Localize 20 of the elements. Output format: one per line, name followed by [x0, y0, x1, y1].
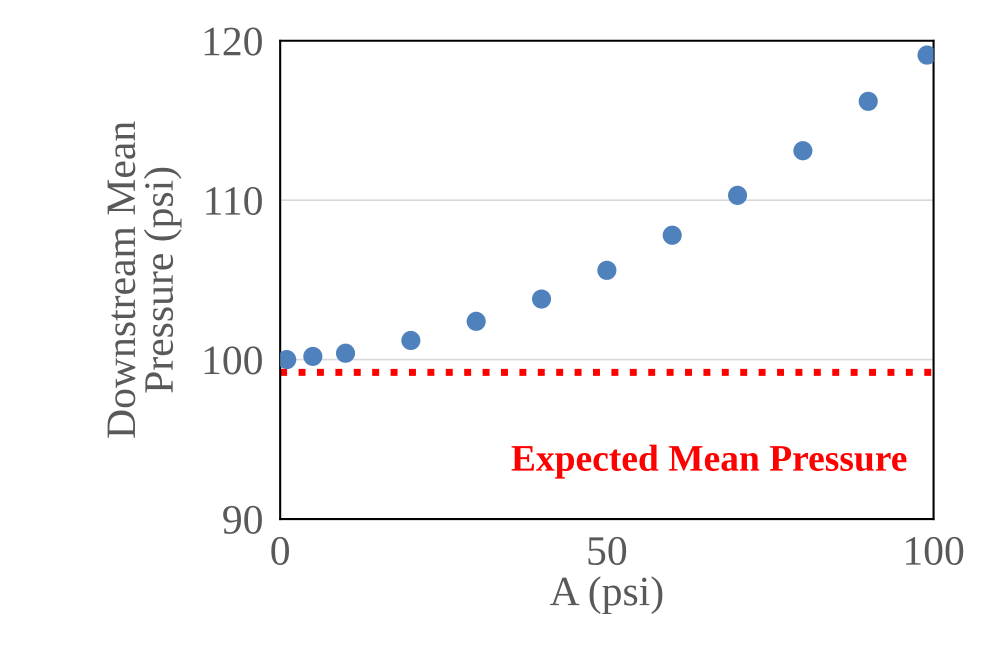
- ref-line-label: Expected Mean Pressure: [512, 444, 906, 479]
- y-tick-label: 120: [204, 27, 262, 56]
- point: [532, 289, 552, 309]
- y-axis-title: Downstream Mean Pressure (psi): [108, 121, 182, 438]
- y-tick-label: 100: [204, 346, 262, 374]
- x-tick-label: 0: [271, 536, 289, 566]
- y-tick-label: 90: [223, 506, 262, 534]
- x-axis-title: A (psi): [550, 576, 662, 614]
- point: [466, 312, 486, 331]
- y-tick-label: 110: [206, 186, 262, 216]
- x-tick-label: 100: [906, 536, 964, 566]
- point: [662, 226, 682, 245]
- point: [728, 186, 748, 205]
- point: [336, 344, 356, 363]
- point: [793, 141, 812, 160]
- point: [401, 330, 420, 350]
- point: [858, 92, 878, 111]
- x-tick-label: 50: [588, 536, 626, 566]
- point: [303, 346, 322, 366]
- point: [597, 260, 616, 280]
